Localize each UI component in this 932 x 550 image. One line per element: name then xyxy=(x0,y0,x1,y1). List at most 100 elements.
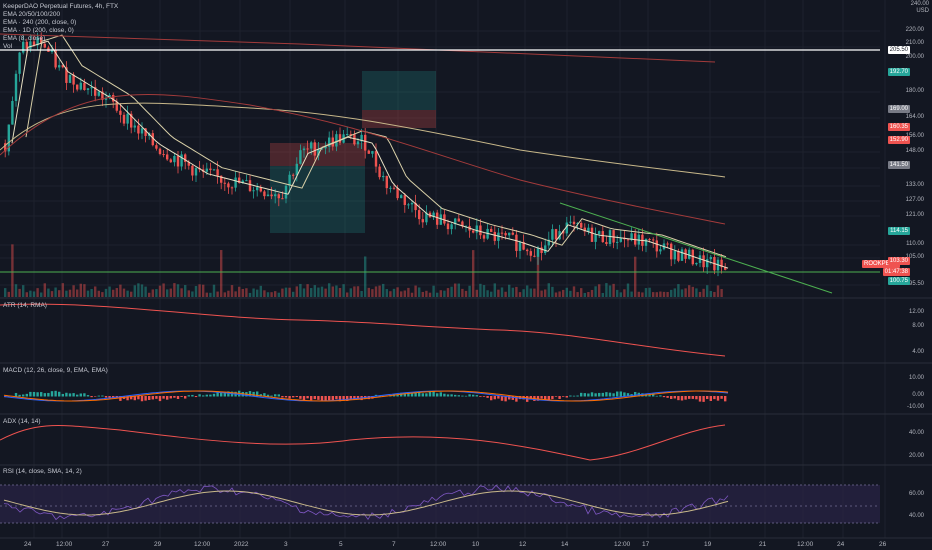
volume-bar xyxy=(176,284,180,297)
macd-histogram-bar xyxy=(162,396,165,399)
candle-body xyxy=(194,168,198,176)
macd-histogram-bar xyxy=(410,393,414,397)
macd-histogram-bar xyxy=(414,392,417,397)
volume-bar xyxy=(230,285,234,297)
adx-pane-label[interactable]: ADX (14, 14) xyxy=(3,418,41,425)
volume-bar xyxy=(266,292,270,297)
volume-bar xyxy=(457,283,460,297)
rsi-pane-label[interactable]: RSI (14, close, SMA, 14, 2) xyxy=(3,468,82,475)
volume-bar xyxy=(277,292,280,297)
macd-pane-label[interactable]: MACD (12, 26, close, 9, EMA, EMA) xyxy=(3,367,108,374)
time-tick: 12:00 xyxy=(194,541,211,548)
macd-histogram-bar xyxy=(14,392,18,397)
candle-body xyxy=(443,214,446,224)
price-tick: 105.00 xyxy=(905,254,924,260)
volume-bar xyxy=(500,287,504,297)
macd-histogram-bar xyxy=(137,396,140,400)
symbol-title[interactable]: KeeperDAO Perpetual Futures, 4h, FTX xyxy=(3,3,119,10)
volume-bar xyxy=(594,286,597,297)
indicator-ema-8[interactable]: EMA (8, close) xyxy=(3,35,46,42)
candle-body xyxy=(504,233,507,236)
ema-daily-line xyxy=(0,33,716,63)
volume-bar xyxy=(644,288,648,297)
macd-histogram-bar xyxy=(720,396,723,399)
macd-histogram-bar xyxy=(176,396,180,400)
volume-bar xyxy=(418,287,421,297)
macd-histogram-bar xyxy=(544,396,547,401)
price-tag: 192.70 xyxy=(887,68,910,76)
macd-histogram-bar xyxy=(259,394,262,397)
volume-bar xyxy=(511,287,514,297)
volume-bar xyxy=(439,290,442,297)
candle-body xyxy=(331,137,334,147)
macd-histogram-bar xyxy=(454,394,457,397)
volume-bar xyxy=(274,291,277,297)
macd-histogram-bar xyxy=(713,396,716,400)
price-tag: 114.15 xyxy=(888,227,910,235)
candle-body xyxy=(335,134,338,147)
price-tick: 95.50 xyxy=(908,281,924,287)
candle-body xyxy=(569,221,572,223)
candle-body xyxy=(702,255,705,268)
candle-body xyxy=(389,187,392,189)
candle-body xyxy=(608,230,612,245)
macd-histogram-bar xyxy=(515,396,518,402)
candle-body xyxy=(652,239,655,241)
macd-histogram-bar xyxy=(475,395,478,397)
candle-body xyxy=(169,159,172,163)
macd-histogram-bar xyxy=(220,392,223,397)
candle-body xyxy=(500,232,504,234)
time-tick: 12:00 xyxy=(797,541,814,548)
price-tag: 103.30 xyxy=(887,257,910,265)
indicator-ema-1d[interactable]: EMA · 1D (200, close, 0) xyxy=(3,27,74,34)
candle-body xyxy=(274,194,277,197)
volume-bar xyxy=(162,283,165,297)
macd-histogram-bar xyxy=(511,396,514,400)
macd-histogram-bar xyxy=(209,394,212,397)
volume-bar xyxy=(194,286,198,297)
volume-bar xyxy=(130,291,133,297)
macd-histogram-bar xyxy=(320,396,324,402)
ema-lines xyxy=(0,33,729,269)
candle-body xyxy=(223,182,226,184)
candle-body xyxy=(227,183,230,188)
candle-body xyxy=(457,218,460,222)
macd-histogram-bar xyxy=(65,392,68,397)
macd-histogram-bar xyxy=(299,396,302,399)
atr-pane-label[interactable]: ATR (14, RMA) xyxy=(3,302,47,309)
indicator-volume[interactable]: Vol xyxy=(3,43,13,50)
volume-bar xyxy=(331,286,334,297)
candle-body xyxy=(292,174,295,176)
volume-bar xyxy=(436,292,439,297)
volume-bar xyxy=(58,290,61,297)
macd-histogram-bar xyxy=(457,395,460,397)
macd-histogram-bar xyxy=(79,393,82,397)
candle-body xyxy=(374,151,378,167)
candle-body xyxy=(378,166,381,178)
volume-bar xyxy=(580,288,583,297)
macd-histogram-bar xyxy=(335,396,338,400)
candle-body xyxy=(724,267,727,270)
time-tick: 3 xyxy=(284,541,288,548)
macd-histogram-bar xyxy=(205,394,208,397)
indicator-ema-240[interactable]: EMA · 240 (200, close, 0) xyxy=(3,19,77,26)
macd-histogram-bar xyxy=(331,396,334,402)
volume-bar xyxy=(7,291,10,297)
candle-body xyxy=(551,229,554,240)
candle-body xyxy=(140,128,144,134)
candle-body xyxy=(295,163,298,176)
candle-body xyxy=(65,67,68,83)
indicator-ema-multi[interactable]: EMA 20/50/100/200 xyxy=(3,11,61,18)
candle-body xyxy=(396,187,399,199)
time-tick: 2022 xyxy=(234,541,249,548)
candle-body xyxy=(338,134,342,143)
volume-bar xyxy=(61,283,64,297)
volume-bar xyxy=(616,289,619,297)
volume-bar xyxy=(292,291,295,297)
candle-body xyxy=(536,247,540,257)
volume-bar xyxy=(450,286,453,297)
volume-bar xyxy=(612,283,615,297)
time-tick: 12:00 xyxy=(430,541,447,548)
candle-body xyxy=(176,155,180,167)
